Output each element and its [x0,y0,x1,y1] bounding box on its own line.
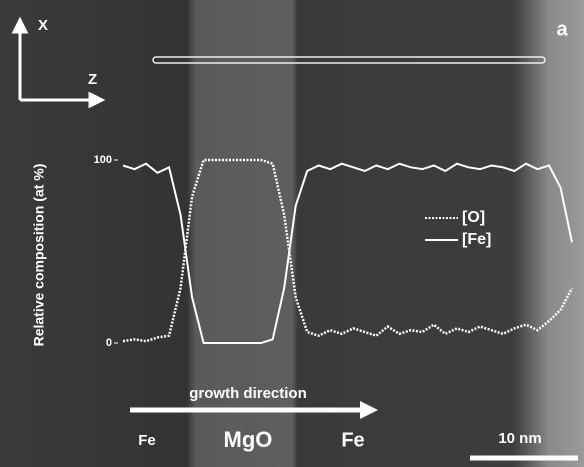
legend-label: [O] [462,209,485,226]
series-line [122,162,573,344]
annotation: Fe [138,432,156,449]
annotation: X [38,17,48,34]
annotation: 10 nm [498,430,541,447]
annotation: Fe [341,429,364,451]
growth-arrow-head [360,401,378,419]
series-line [122,158,574,343]
annotation: Z [88,71,97,88]
axes-icon [11,16,106,109]
annotation: growth direction [189,385,307,402]
annotation: a [556,18,568,40]
annotation: MgO [224,427,273,452]
y-axis-label: Relative composition (at %) [31,164,47,347]
legend-label: [Fe] [462,231,491,248]
scan-line [152,56,546,64]
y-tick-label: 100 [94,154,112,166]
y-tick-label: 0 [106,337,112,349]
